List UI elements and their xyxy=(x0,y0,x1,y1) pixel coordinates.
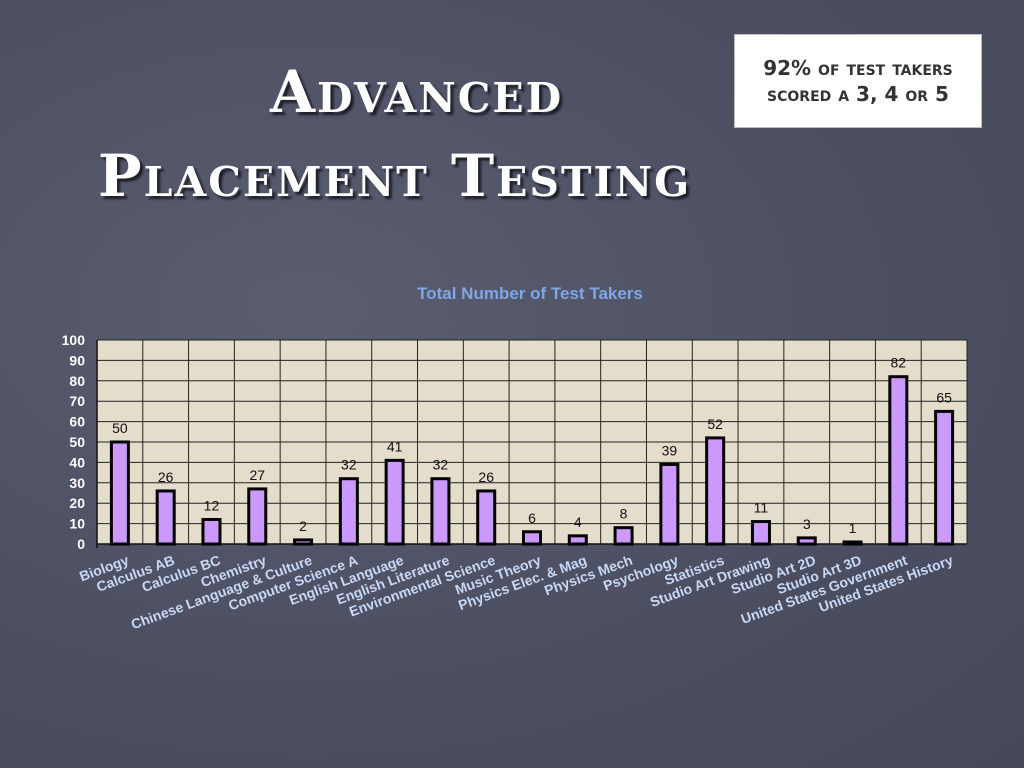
data-label: 1 xyxy=(849,520,857,536)
y-tick-label: 20 xyxy=(69,495,85,511)
callout-text: 92% of test takers scored a 3, 4 or 5 xyxy=(763,56,953,106)
bar xyxy=(109,440,130,546)
y-tick-label: 50 xyxy=(69,434,85,450)
bar xyxy=(247,487,268,546)
data-label: 2 xyxy=(299,518,307,534)
y-tick-label: 90 xyxy=(69,352,85,368)
bar xyxy=(155,489,176,546)
chart-title: Total Number of Test Takers xyxy=(417,284,643,303)
bar xyxy=(934,409,955,546)
bar xyxy=(750,520,771,546)
data-label: 27 xyxy=(249,467,265,483)
data-label: 3 xyxy=(803,516,811,532)
data-label: 65 xyxy=(936,389,952,405)
y-tick-label: 70 xyxy=(69,393,85,409)
y-tick-label: 10 xyxy=(69,516,85,532)
data-label: 6 xyxy=(528,510,536,526)
data-label: 11 xyxy=(754,500,769,516)
data-label: 26 xyxy=(478,469,494,485)
bar xyxy=(796,536,817,546)
data-label: 32 xyxy=(341,457,357,473)
data-label: 8 xyxy=(620,506,628,522)
bar xyxy=(201,518,222,546)
data-label: 41 xyxy=(387,438,403,454)
y-tick-label: 80 xyxy=(69,373,85,389)
slide-title-line2: Placement Testing xyxy=(98,142,692,210)
y-tick-label: 100 xyxy=(62,332,86,348)
bar xyxy=(430,477,451,546)
y-tick-label: 0 xyxy=(77,536,85,552)
data-label: 50 xyxy=(112,420,128,436)
bar xyxy=(842,540,863,546)
data-label: 26 xyxy=(158,469,174,485)
data-label: 32 xyxy=(433,457,449,473)
y-tick-label: 40 xyxy=(69,454,85,470)
bar-chart: 010203040506070809010050Biology26Calculu… xyxy=(62,332,968,632)
callout-box: 92% of test takers scored a 3, 4 or 5 xyxy=(734,34,982,128)
data-label: 39 xyxy=(662,442,678,458)
slide-title-line1: Advanced xyxy=(270,58,564,126)
data-label: 12 xyxy=(204,498,220,514)
data-label: 82 xyxy=(891,355,907,371)
y-tick-label: 30 xyxy=(69,475,85,491)
bar xyxy=(476,489,497,546)
data-label: 52 xyxy=(707,416,723,432)
data-label: 4 xyxy=(574,514,582,530)
bar xyxy=(659,462,680,546)
bar xyxy=(293,538,314,546)
bar xyxy=(338,477,359,546)
bar xyxy=(567,534,588,546)
bar xyxy=(384,458,405,546)
bar xyxy=(613,526,634,546)
y-tick-label: 60 xyxy=(69,414,85,430)
bar xyxy=(705,436,726,546)
bar xyxy=(888,375,909,546)
bar xyxy=(522,530,542,546)
